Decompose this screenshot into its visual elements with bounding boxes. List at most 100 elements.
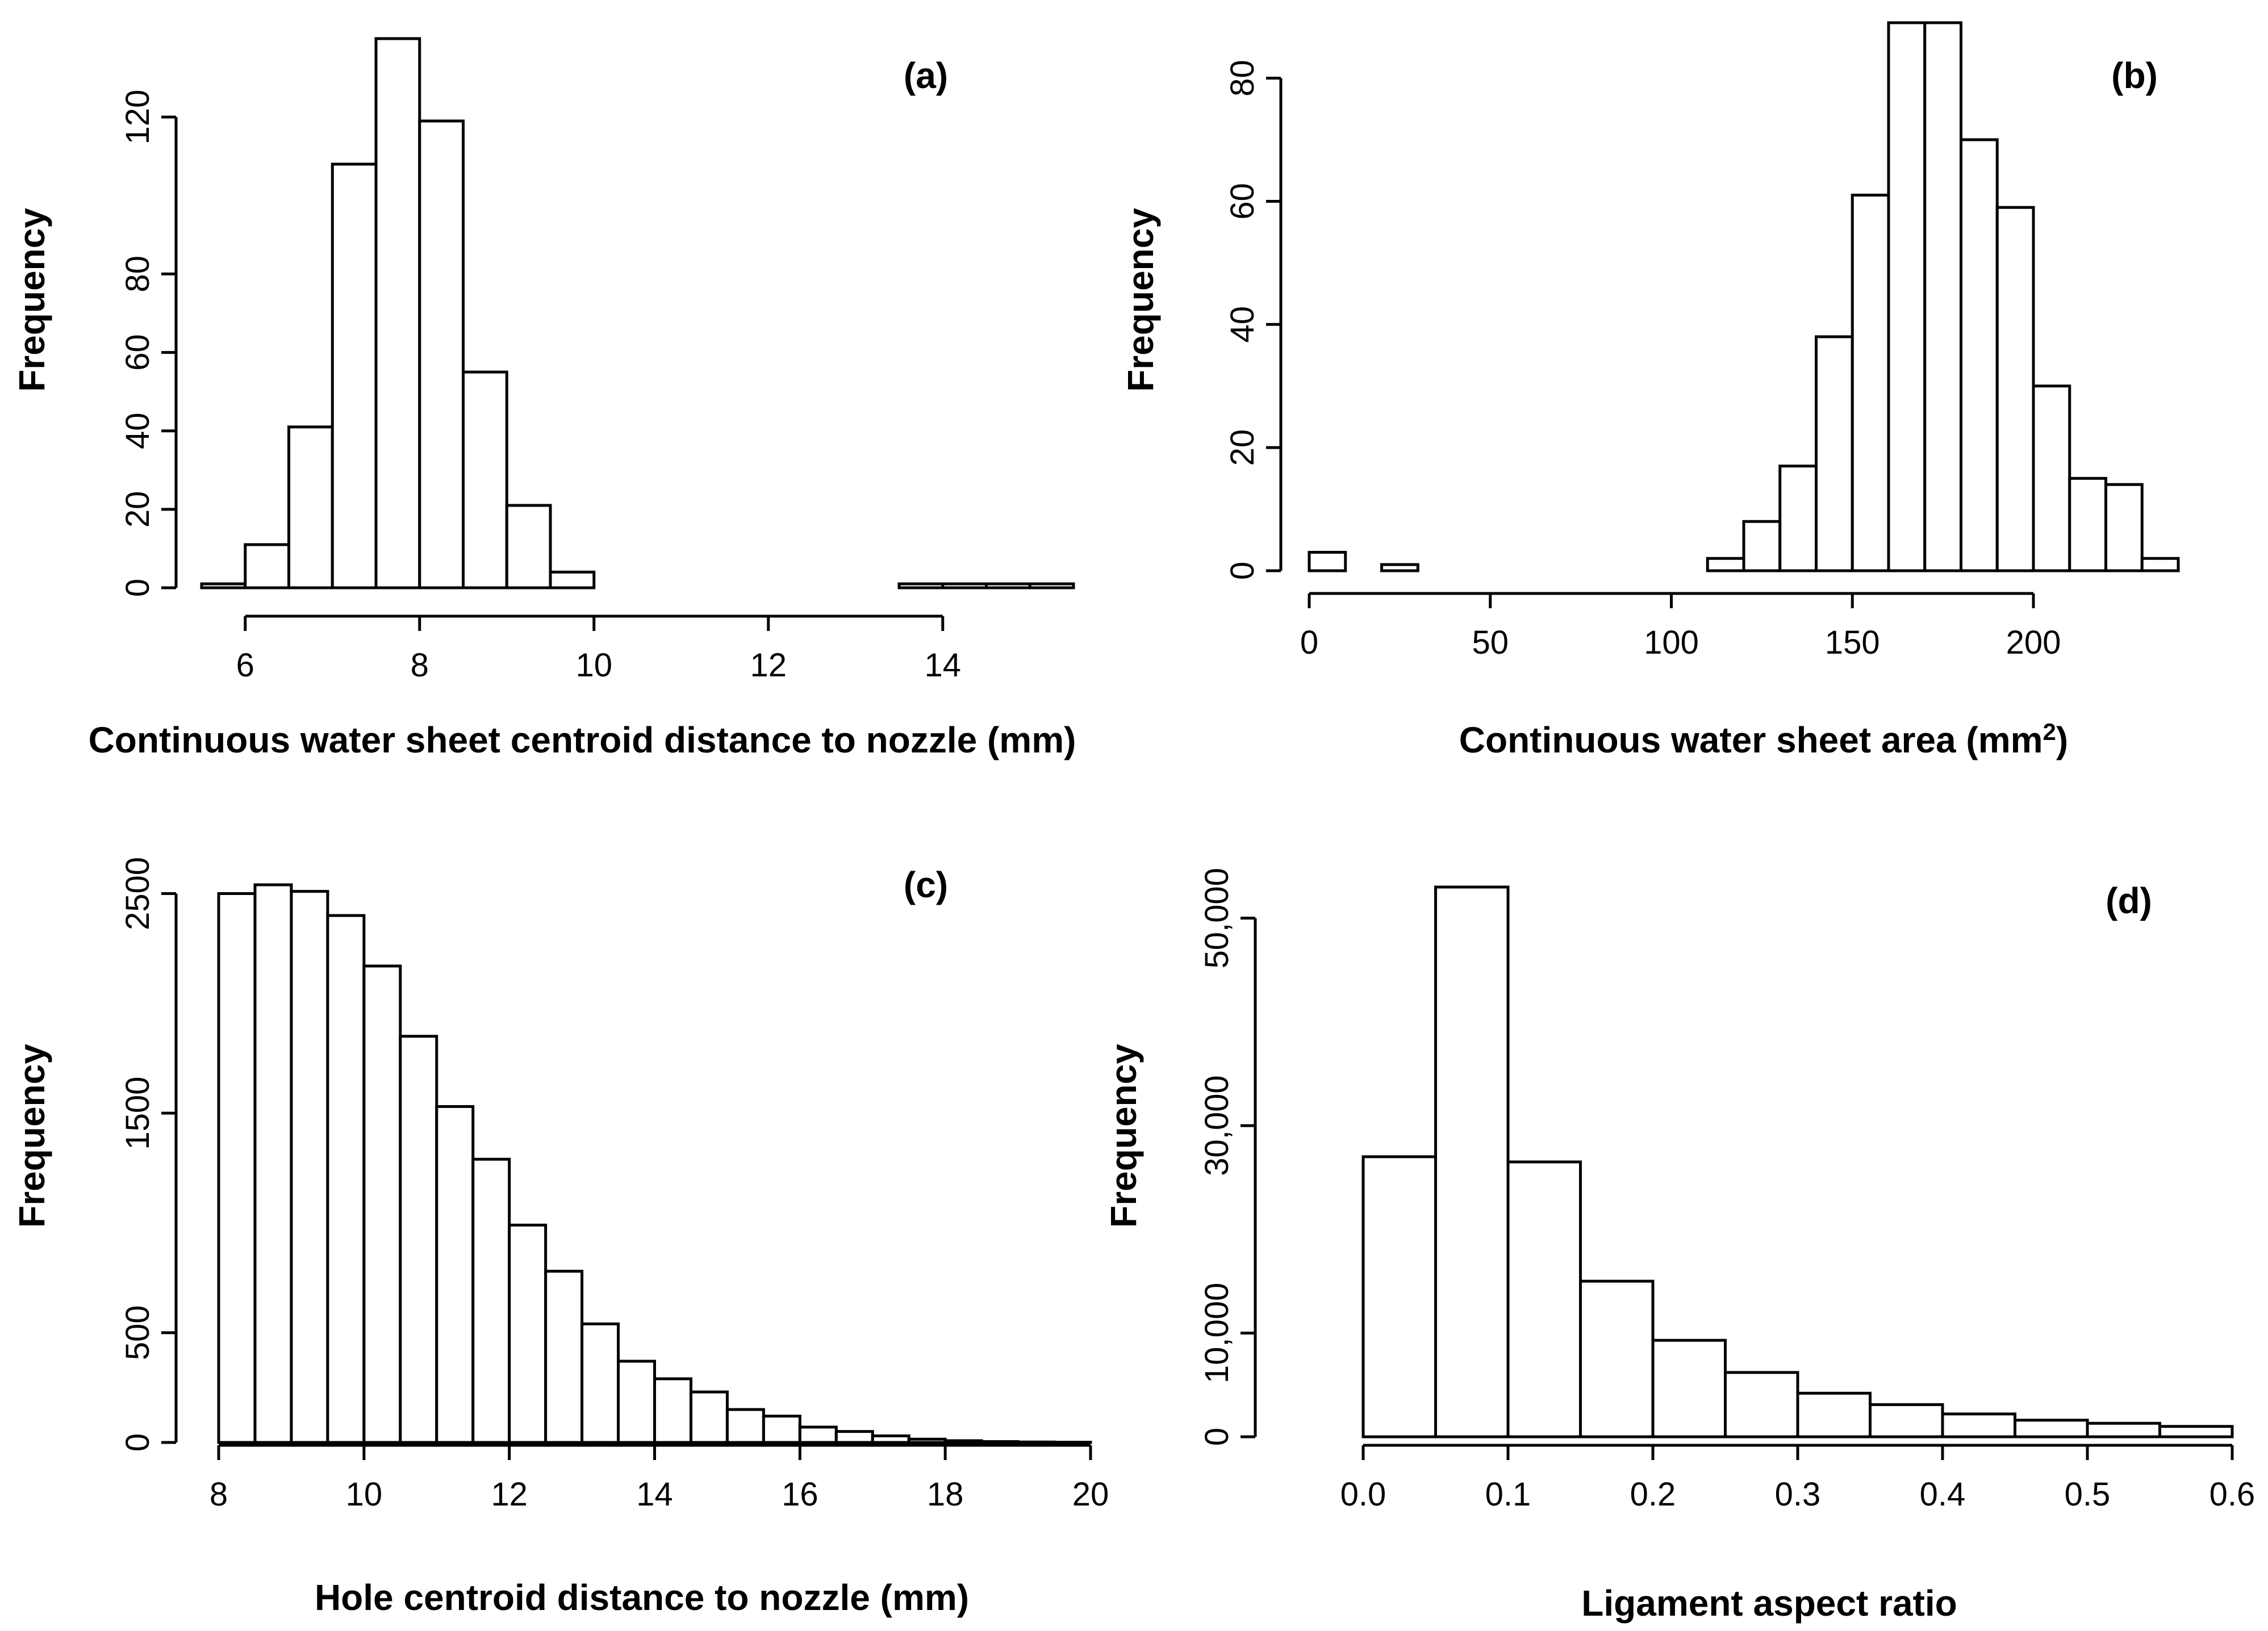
panel-b-bar-12 (1706, 557, 1745, 572)
panel-c-bars (217, 883, 1092, 1444)
panel-c-bar-1 (217, 892, 257, 1444)
panel-a-bar-5 (374, 37, 421, 589)
panel-a-bar-4 (331, 162, 378, 589)
panel-d-x-label: Ligament aspect ratio (1581, 1583, 1957, 1624)
panel-a-y-tick-label-1: 0 (119, 579, 156, 597)
panel-b-bar-22 (2068, 476, 2107, 572)
panel-b-y-tick-label-5: 80 (1224, 60, 1261, 97)
panel-c-y-tick-label-1: 0 (119, 1433, 156, 1452)
panel-a-bars (200, 37, 1075, 589)
panel-a-x-tick-label-4: 12 (750, 647, 787, 684)
panel-a-bar-17 (897, 582, 945, 589)
panel-d-x-tick-label-5: 0.4 (1920, 1476, 1966, 1513)
panel-c-bar-6 (399, 1035, 438, 1444)
panel-b-bar-24 (2140, 557, 2180, 572)
panel-d-y-label: Frequency (1103, 1044, 1144, 1228)
panel-b-bar-15 (1815, 335, 1854, 572)
panel-c-x-label: Hole centroid distance to nozzle (mm) (315, 1577, 969, 1618)
panel-c-bar-11 (580, 1322, 620, 1444)
panel-d-y-tick-label-2: 10,000 (1198, 1283, 1235, 1383)
panel-b-bar-16 (1851, 194, 1890, 572)
panel-d-x-tick-label-7: 0.6 (2209, 1476, 2256, 1513)
panel-a-y-tick-label-4: 60 (119, 334, 156, 371)
panel-d-y-tick-label-1: 0 (1198, 1428, 1235, 1446)
panel-a-y-tick-label-2: 20 (119, 491, 156, 528)
panel-b-bar-23 (2104, 483, 2144, 572)
panel-a-bar-3 (287, 425, 334, 589)
panel-c-bar-16 (762, 1415, 801, 1444)
panel-b-bar-17 (1887, 21, 1927, 572)
panel-d-x-tick-label-3: 0.2 (1630, 1476, 1676, 1513)
panel-c-y-tick-label-4: 2500 (119, 857, 156, 930)
panel-b-bar-18 (1923, 21, 1962, 572)
panel-c-bar-4 (326, 914, 366, 1444)
panel-b-y-tick-label-2: 20 (1224, 429, 1261, 466)
panel-a-x-tick-label-5: 14 (924, 647, 961, 684)
panel-d-x-tick-label-2: 0.1 (1485, 1476, 1531, 1513)
panel-a-y-tick-label-3: 40 (119, 412, 156, 449)
panel-a-bar-18 (941, 582, 988, 589)
panel-b-axes: 0 20 40 60 80 0 50 100 150 200 (1224, 60, 2061, 661)
panel-a-y-tick-label-6: 120 (119, 90, 156, 145)
panel-d-bar-12 (2158, 1425, 2234, 1438)
panel-b-title: (b) (2111, 55, 2158, 96)
panel-d-bar-7 (1796, 1391, 1872, 1438)
panel-c-x-tick-label-1: 8 (210, 1476, 228, 1513)
panel-c-x-tick-label-2: 10 (346, 1476, 383, 1513)
panel-a-bar-19 (985, 582, 1031, 589)
panel-c-bar-3 (290, 890, 329, 1444)
panel-b-x-label-main: Continuous water sheet area (mm (1459, 720, 2043, 760)
panel-a: (a) 0 20 40 60 80 120 6 8 10 12 14 Continuous wate… (11, 37, 1076, 760)
panel-a-bar-7 (462, 370, 508, 589)
panel-b-x-label-end: ) (2056, 720, 2068, 760)
panel-c-title: (c) (904, 864, 948, 905)
panel-c-bar-13 (653, 1377, 692, 1444)
panel-c-x-tick-label-7: 20 (1072, 1476, 1109, 1513)
panel-b-x-label: Continuous water sheet area (mm2) (1459, 718, 2068, 760)
panel-a-bar-2 (244, 543, 290, 589)
panel-c-bar-20 (907, 1437, 947, 1444)
panel-b-x-tick-label-1: 0 (1300, 624, 1318, 661)
panel-a-y-tick-label-5: 80 (119, 256, 156, 292)
panel-c-axes: 0 500 1500 2500 8 10 12 14 16 18 20 (119, 857, 1109, 1513)
panel-c-bar-19 (871, 1434, 910, 1444)
panel-c-bar-12 (617, 1360, 656, 1444)
panel-d-bar-1 (1361, 1155, 1437, 1438)
panel-b-y-tick-label-1: 0 (1224, 562, 1261, 580)
panel-d-title: (d) (2106, 880, 2152, 921)
panel-d: (d) 0 10,000 30,000 50,000 0.0 0.1 0.2 0.3 0.4 0.… (1103, 868, 2255, 1624)
panel-d-x-tick-label-4: 0.3 (1775, 1476, 1821, 1513)
panel-c-bar-2 (253, 883, 293, 1444)
panel-d-x-tick-label-6: 0.5 (2065, 1476, 2111, 1513)
panel-a-axes: 0 20 40 60 80 120 6 8 10 12 14 (119, 90, 961, 684)
panel-b-bar-14 (1778, 465, 1818, 572)
panel-d-bar-5 (1651, 1339, 1727, 1438)
panel-d-y-tick-label-3: 30,000 (1198, 1075, 1235, 1176)
panel-c-bar-21 (943, 1439, 983, 1444)
panel-b-x-label-superscript: 2 (2043, 718, 2056, 745)
panel-c-y-label: Frequency (11, 1044, 52, 1228)
panel-a-bar-8 (505, 504, 552, 589)
panel-a-x-tick-label-3: 10 (575, 647, 612, 684)
panel-a-x-label: Continuous water sheet centroid distance… (89, 720, 1076, 760)
panel-d-bar-10 (2014, 1419, 2089, 1438)
panel-a-bar-20 (1028, 582, 1075, 589)
panel-b: (b) 0 20 40 60 80 0 50 100 150 200 Continuous wat… (1120, 21, 2180, 760)
panel-a-bar-1 (200, 582, 247, 589)
panel-b-y-label: Frequency (1120, 208, 1161, 392)
panel-c-x-tick-label-5: 16 (782, 1476, 818, 1513)
panel-d-bar-9 (1941, 1412, 2016, 1438)
panel-a-x-tick-label-1: 6 (236, 647, 254, 684)
panel-c-bar-22 (980, 1440, 1020, 1444)
panel-a-bar-6 (418, 119, 465, 589)
panel-c-bar-8 (471, 1157, 511, 1444)
panel-a-bar-9 (549, 570, 596, 589)
panel-b-bar-20 (1995, 206, 2035, 572)
panel-b-bar-1 (1308, 550, 1347, 572)
panel-c-bar-14 (689, 1390, 729, 1444)
panel-c-bar-17 (798, 1425, 838, 1444)
panel-d-bar-2 (1434, 885, 1510, 1438)
panel-b-bar-13 (1742, 520, 1782, 572)
panel-d-bar-11 (2086, 1421, 2161, 1438)
